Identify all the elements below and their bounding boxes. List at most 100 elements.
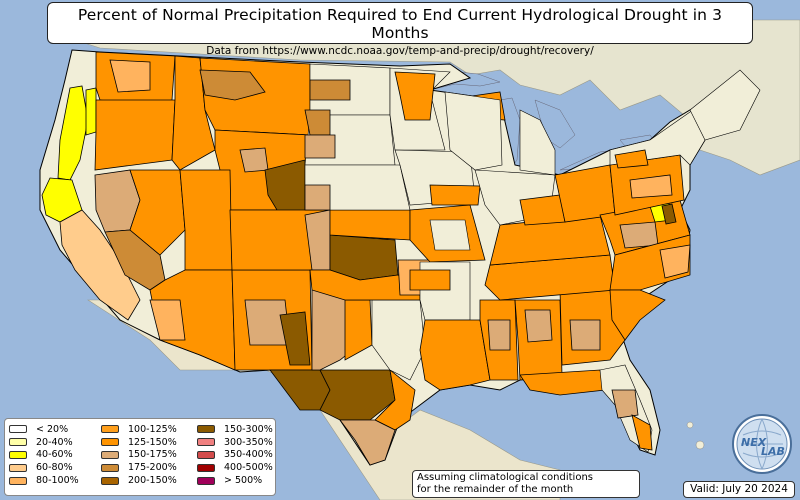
region-mo-center [429, 219, 471, 251]
legend-item: 300-350% [197, 436, 273, 449]
legend-item: 125-150% [101, 436, 177, 449]
region-la [419, 319, 491, 391]
legend-item: 80-100% [9, 474, 79, 487]
legend-label: 60-80% [36, 462, 73, 474]
legend-swatch [101, 463, 119, 472]
legend-column-1: < 20% 20-40% 40-60% 60-80% 80-100% [9, 423, 79, 487]
legend-item: 200-150% [101, 474, 177, 487]
region-fl-panhandle [519, 369, 606, 396]
region-ar-n [409, 269, 451, 291]
valid-date: Valid: July 20 2024 [683, 481, 795, 498]
region-mn-north [394, 71, 436, 121]
legend: < 20% 20-40% 40-60% 60-80% 80-100% 100-125% 1… [4, 418, 276, 496]
legend-swatch [101, 438, 119, 447]
region-va-mid [619, 221, 659, 249]
region-wi [444, 91, 503, 171]
legend-label: 150-300% [224, 423, 273, 435]
island-1 [686, 421, 694, 429]
legend-swatch [197, 476, 215, 485]
region-or-coast [85, 87, 97, 136]
legend-item: 400-500% [197, 461, 273, 474]
region-wa-east [109, 59, 151, 93]
legend-label: < 20% [36, 423, 69, 435]
legend-item: 350-400% [197, 449, 273, 462]
svg-text:NEX: NEX [741, 436, 767, 449]
legend-swatch [9, 438, 27, 447]
region-fl-mid [611, 389, 639, 419]
legend-item: 20-40% [9, 436, 79, 449]
assumption-note: Assuming climatological conditions for t… [412, 470, 640, 498]
title-box: Percent of Normal Precipitation Required… [47, 2, 753, 57]
region-al-mid [524, 309, 553, 343]
region-fl-south [631, 414, 653, 451]
region-nc-east [659, 244, 691, 279]
note-line-2: for the remainder of the month [417, 484, 574, 495]
legend-swatch [197, 450, 215, 459]
canada-land [59, 19, 800, 176]
legend-swatch [101, 476, 119, 485]
legend-swatch [9, 450, 27, 459]
region-mi [519, 109, 556, 176]
legend-item: 175-200% [101, 461, 177, 474]
region-pa-mid [629, 174, 673, 199]
svg-text:LAB: LAB [761, 445, 785, 458]
map-subtitle: Data from https://www.ncdc.noaa.gov/temp… [206, 45, 594, 57]
region-or [94, 99, 176, 171]
legend-item: 150-175% [101, 449, 177, 462]
legend-item: 40-60% [9, 449, 79, 462]
legend-item: 60-80% [9, 461, 79, 474]
legend-label: 200-150% [128, 475, 177, 487]
legend-label: 20-40% [36, 436, 73, 448]
region-sd-sw [304, 134, 336, 159]
note-line-1: Assuming climatological conditions [417, 472, 593, 483]
region-nd-sw [309, 79, 351, 101]
legend-item: 150-300% [197, 423, 273, 436]
legend-item: > 500% [197, 474, 273, 487]
legend-column-2: 100-125% 125-150% 150-175% 175-200% 200-150% [101, 423, 177, 487]
legend-swatch [197, 463, 215, 472]
legend-swatch [9, 463, 27, 472]
region-ne-west [304, 184, 331, 211]
region-ks [329, 209, 411, 241]
legend-swatch [101, 450, 119, 459]
region-ms-mid [487, 319, 511, 351]
region-az-sw [149, 299, 186, 341]
region-in-se [519, 194, 566, 226]
legend-label: 80-100% [36, 475, 79, 487]
legend-label: 350-400% [224, 449, 273, 461]
legend-label: 175-200% [128, 462, 177, 474]
region-new-england [689, 69, 761, 141]
region-ca-coast-north [57, 85, 89, 181]
legend-swatch [9, 425, 27, 434]
legend-swatch [197, 438, 215, 447]
region-nm-south [279, 311, 311, 366]
region-ut [179, 169, 233, 271]
region-mt-center [199, 69, 266, 101]
legend-label: 40-60% [36, 449, 73, 461]
region-oh [554, 164, 616, 223]
legend-swatch [101, 425, 119, 434]
map-title: Percent of Normal Precipitation Required… [77, 6, 723, 42]
region-ca-interior [59, 209, 141, 321]
legend-item: 100-125% [101, 423, 177, 436]
region-ny-west [614, 149, 649, 169]
region-md-brown [661, 203, 677, 225]
nexlab-logo: NEX LAB [732, 414, 792, 474]
region-sc [609, 289, 666, 341]
island-2 [695, 440, 705, 450]
region-ia-south [429, 184, 481, 206]
legend-label: 400-500% [224, 462, 273, 474]
legend-swatch [9, 476, 27, 485]
region-ga-mid [569, 319, 601, 351]
legend-label: 100-125% [128, 423, 177, 435]
region-tx-south [339, 419, 396, 466]
legend-label: 150-175% [128, 449, 177, 461]
lake-huron [534, 99, 576, 149]
legend-swatch [197, 425, 215, 434]
legend-item: < 20% [9, 423, 79, 436]
legend-label: 300-350% [224, 436, 273, 448]
region-wy-ne [239, 147, 269, 173]
legend-label: 125-150% [128, 436, 177, 448]
